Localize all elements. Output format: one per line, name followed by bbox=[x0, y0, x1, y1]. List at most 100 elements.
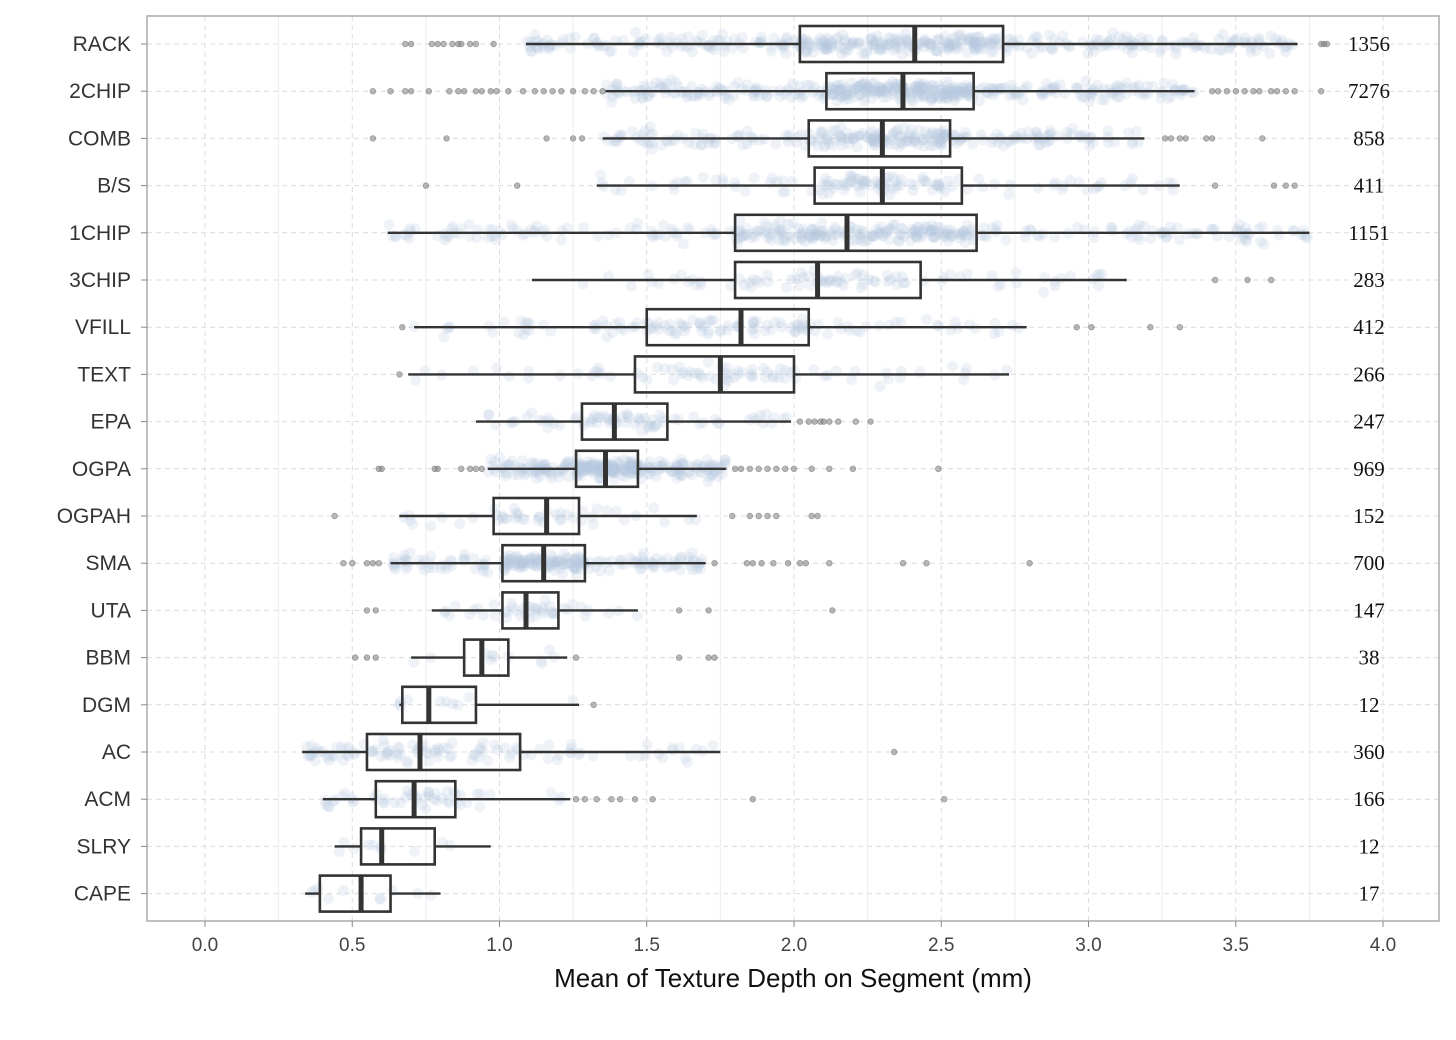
jitter-point bbox=[847, 36, 859, 48]
jitter-point bbox=[821, 32, 833, 44]
jitter-point bbox=[512, 469, 524, 481]
jitter-point bbox=[907, 136, 919, 148]
outlier-point bbox=[449, 40, 456, 48]
jitter-point bbox=[890, 182, 902, 194]
jitter-point bbox=[610, 467, 622, 479]
jitter-point bbox=[588, 459, 600, 471]
jitter-point bbox=[831, 79, 843, 91]
jitter-point bbox=[629, 26, 641, 38]
jitter-point bbox=[758, 362, 770, 374]
outlier-point bbox=[434, 465, 441, 472]
count-label: 1356 bbox=[1348, 32, 1390, 56]
outlier-point bbox=[375, 560, 382, 567]
jitter-point bbox=[790, 326, 802, 337]
jitter-point bbox=[810, 225, 822, 237]
jitter-point bbox=[890, 174, 902, 186]
jitter-point bbox=[546, 606, 558, 618]
jitter-point bbox=[1242, 228, 1254, 240]
jitter-point bbox=[833, 84, 845, 96]
jitter-point bbox=[626, 463, 638, 475]
outlier-point bbox=[675, 607, 683, 614]
jitter-point bbox=[1196, 40, 1208, 51]
jitter-point bbox=[518, 514, 530, 525]
jitter-point bbox=[531, 556, 542, 567]
jitter-point bbox=[507, 223, 519, 235]
jitter-point bbox=[1113, 80, 1125, 92]
jitter-point bbox=[1102, 125, 1114, 137]
jitter-point bbox=[634, 563, 646, 575]
jitter-point bbox=[894, 141, 906, 152]
jitter-point bbox=[819, 40, 831, 52]
jitter-point bbox=[984, 35, 996, 47]
jitter-point bbox=[862, 132, 874, 143]
outlier-point bbox=[363, 654, 371, 661]
jitter-point bbox=[823, 187, 835, 199]
jitter-point bbox=[681, 321, 692, 333]
jitter-point bbox=[939, 231, 950, 243]
jitter-point bbox=[696, 139, 708, 151]
jitter-point bbox=[927, 80, 939, 91]
jitter-point bbox=[858, 177, 870, 189]
jitter-point bbox=[545, 556, 557, 568]
jitter-point bbox=[834, 42, 846, 54]
jitter-point bbox=[583, 460, 595, 472]
jitter-point bbox=[574, 463, 586, 475]
jitter-point bbox=[652, 317, 664, 329]
outlier-point bbox=[428, 40, 435, 48]
jitter-point bbox=[745, 131, 757, 143]
jitter-point bbox=[819, 141, 830, 153]
jitter-point bbox=[642, 468, 654, 480]
jitter-point bbox=[779, 364, 791, 376]
jitter-point bbox=[607, 464, 619, 476]
jitter-point bbox=[843, 44, 854, 56]
jitter-point bbox=[528, 558, 540, 570]
jitter-point bbox=[883, 319, 895, 331]
jitter-point bbox=[1048, 33, 1060, 45]
jitter-point bbox=[877, 84, 889, 95]
jitter-point bbox=[889, 33, 901, 45]
jitter-point bbox=[884, 38, 896, 50]
x-tick-label: 0.5 bbox=[339, 935, 365, 956]
jitter-point bbox=[947, 82, 959, 94]
outlier-point bbox=[519, 87, 527, 95]
jitter-point bbox=[617, 464, 629, 475]
jitter-point bbox=[877, 85, 889, 97]
jitter-point bbox=[934, 135, 946, 147]
jitter-point bbox=[847, 37, 859, 48]
jitter-point bbox=[860, 78, 872, 90]
jitter-point bbox=[957, 226, 969, 238]
jitter-point bbox=[669, 413, 680, 425]
jitter-point bbox=[1010, 267, 1022, 279]
jitter-point bbox=[823, 34, 835, 46]
jitter-point bbox=[578, 462, 590, 473]
jitter-point bbox=[918, 89, 930, 101]
jitter-point bbox=[698, 461, 710, 473]
jitter-point bbox=[928, 225, 940, 237]
jitter-point bbox=[625, 456, 637, 468]
jitter-point bbox=[925, 140, 937, 152]
jitter-point bbox=[836, 131, 848, 143]
jitter-point bbox=[825, 83, 837, 95]
jitter-point bbox=[596, 178, 608, 190]
jitter-point bbox=[398, 228, 410, 240]
jitter-point bbox=[1138, 87, 1150, 98]
jitter-point bbox=[582, 456, 594, 468]
category-label: OGPA bbox=[72, 458, 131, 481]
jitter-point bbox=[855, 282, 867, 293]
jitter-point bbox=[812, 140, 824, 152]
jitter-point bbox=[722, 320, 734, 332]
jitter-point bbox=[900, 33, 912, 45]
jitter-point bbox=[644, 121, 656, 132]
jitter-point bbox=[702, 328, 714, 340]
jitter-point bbox=[852, 234, 864, 246]
outlier-point bbox=[731, 465, 739, 472]
jitter-point bbox=[611, 88, 623, 99]
outlier-point bbox=[455, 87, 462, 95]
jitter-point bbox=[474, 801, 486, 813]
jitter-point bbox=[967, 38, 979, 50]
jitter-point bbox=[591, 503, 603, 515]
jitter-point bbox=[748, 91, 760, 103]
jitter-point bbox=[746, 368, 757, 380]
jitter-point bbox=[734, 232, 746, 244]
jitter-point bbox=[653, 748, 665, 760]
